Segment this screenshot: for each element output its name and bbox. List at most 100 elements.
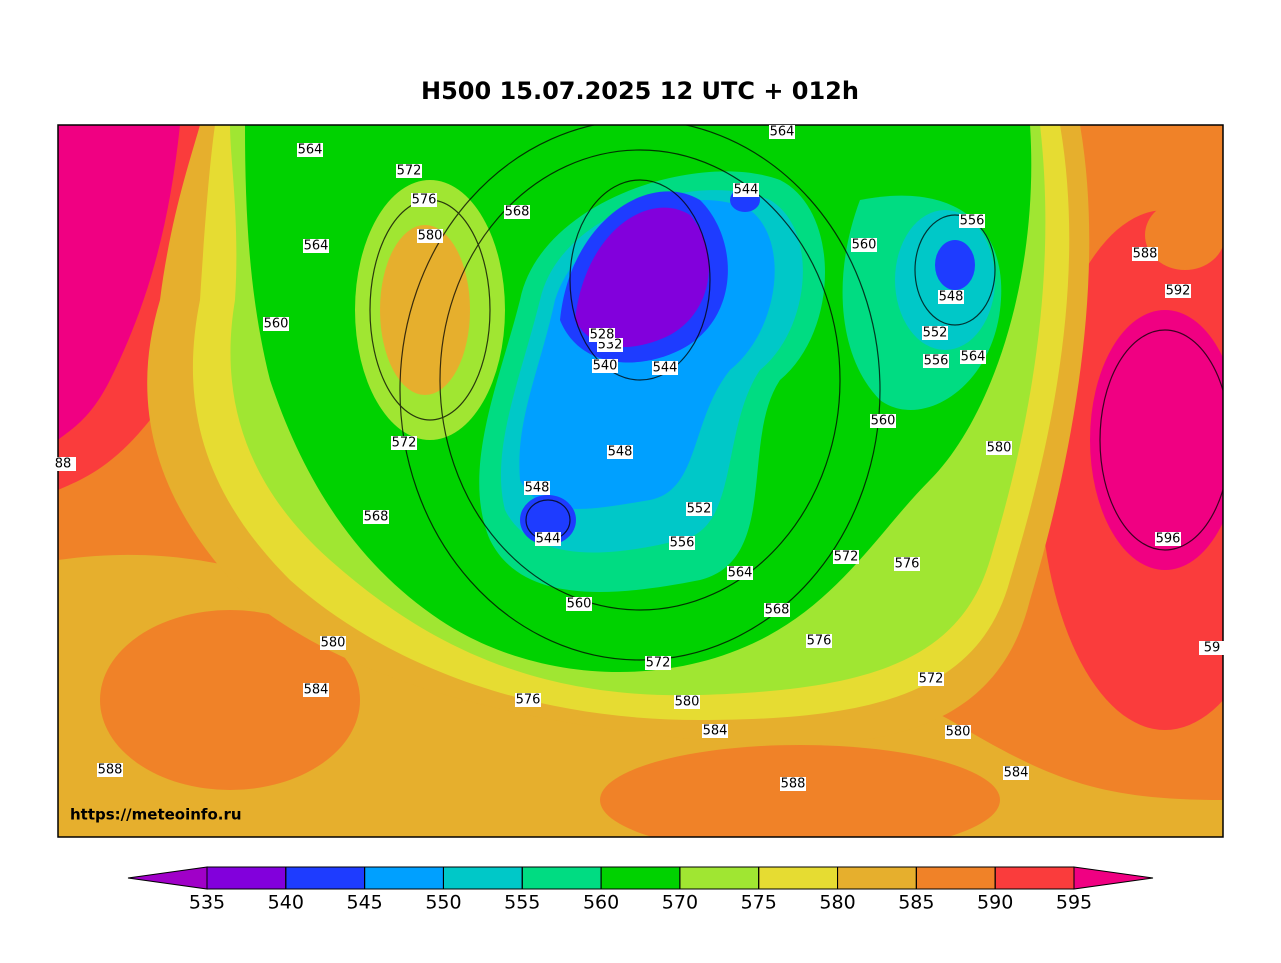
contour-label-bg xyxy=(833,550,859,564)
contour-label-bg xyxy=(938,290,964,304)
colorbar-tick-label: 535 xyxy=(189,892,225,914)
colorbar-tick-label: 580 xyxy=(819,892,855,914)
contour-label: 564 xyxy=(961,350,986,365)
contour-label-bg xyxy=(320,636,346,650)
colorbar-segment xyxy=(364,866,444,890)
contour-label-bg xyxy=(1003,766,1029,780)
contour-label: 576 xyxy=(516,693,541,708)
contour-label: 544 xyxy=(653,361,678,376)
contour-label-bg xyxy=(769,125,795,139)
contour-label: 588 xyxy=(781,777,806,792)
colorbar-tick-label: 570 xyxy=(662,892,698,914)
contour-label: 568 xyxy=(505,205,530,220)
contour-label-bg xyxy=(702,724,728,738)
contour-label: 540 xyxy=(593,359,618,374)
contour-label-bg xyxy=(652,361,678,375)
contour-label-bg xyxy=(727,566,753,580)
contour-label-bg xyxy=(303,683,329,697)
contour-label: 560 xyxy=(871,414,896,429)
contour-label: 572 xyxy=(392,436,417,451)
contour-label: 568 xyxy=(364,510,389,525)
contour-label-bg xyxy=(524,481,550,495)
contour-label-bg xyxy=(535,532,561,546)
contour-label-bg xyxy=(1132,247,1158,261)
contour-label-bg xyxy=(50,457,76,471)
contour-label: 588 xyxy=(1133,247,1158,262)
contour-label-bg xyxy=(806,634,832,648)
contour-label-bg xyxy=(297,143,323,157)
height-field xyxy=(58,125,1223,837)
contour-label: 584 xyxy=(304,683,329,698)
contour-label-bg xyxy=(592,359,618,373)
contour-label: 560 xyxy=(852,238,877,253)
contour-label: 564 xyxy=(298,143,323,158)
contour-label-bg xyxy=(780,777,806,791)
contour-label: 576 xyxy=(895,557,920,572)
contour-label-bg xyxy=(733,183,759,197)
contour-label-bg xyxy=(959,214,985,228)
contour-label-bg xyxy=(607,445,633,459)
map-frame xyxy=(57,124,1224,838)
contour-label: 59 xyxy=(1204,641,1221,656)
contour-label: 584 xyxy=(703,724,728,739)
contour-label-bg xyxy=(669,536,695,550)
colorbar-segment xyxy=(837,866,917,890)
colorbar-tick-label: 545 xyxy=(347,892,383,914)
contour-label: 576 xyxy=(412,193,437,208)
colorbar-segment xyxy=(994,866,1075,890)
contour-label-bg xyxy=(851,238,877,252)
contour-label-bg xyxy=(945,725,971,739)
colorbar-tick-label: 595 xyxy=(1056,892,1092,914)
colorbar-tick-label: 590 xyxy=(977,892,1013,914)
contour-label: 560 xyxy=(567,597,592,612)
contour-label: 544 xyxy=(734,183,759,198)
contour-label: 548 xyxy=(525,481,550,496)
contour-label: 588 xyxy=(98,763,123,778)
contour-label: 596 xyxy=(1156,532,1181,547)
contour-label: 580 xyxy=(987,441,1012,456)
colorbar-tick-label: 550 xyxy=(425,892,461,914)
contour-label: 552 xyxy=(923,326,948,341)
colorbar-tick-label: 575 xyxy=(741,892,777,914)
contour-label-bg xyxy=(960,350,986,364)
contour-label: 544 xyxy=(536,532,561,547)
contour-label-bg xyxy=(504,205,530,219)
contour-label-bg xyxy=(870,414,896,428)
title: H500 15.07.2025 12 UTC + 012h xyxy=(421,77,859,105)
colorbar-tick-label: 540 xyxy=(268,892,304,914)
contour-label-bg xyxy=(674,695,700,709)
contour-label-bg xyxy=(1155,532,1181,546)
contour-label: 592 xyxy=(1166,284,1191,299)
contour-label: 564 xyxy=(728,566,753,581)
contour-label: 572 xyxy=(834,550,859,565)
colorbar-tick-label: 555 xyxy=(504,892,540,914)
contour-labels: 564 572 576 580 568 564 560 572 568 580 584 588 576 5… xyxy=(50,125,1225,792)
contour-label-bg xyxy=(589,328,615,342)
colorbar-segment xyxy=(915,866,996,890)
contour-label: 556 xyxy=(924,354,949,369)
contour-label: 580 xyxy=(946,725,971,740)
contour-label: 560 xyxy=(264,317,289,332)
contour-label-bg xyxy=(363,510,389,524)
colorbar-extend-high xyxy=(1073,866,1154,890)
contour-label: 556 xyxy=(670,536,695,551)
colorbar-segment xyxy=(521,866,602,890)
contour-label-bg xyxy=(411,193,437,207)
contour-label: 548 xyxy=(939,290,964,305)
contour-label-bg xyxy=(923,354,949,368)
contour-label-bg xyxy=(918,672,944,686)
contour-label: 528 xyxy=(590,328,615,343)
contour-label: 580 xyxy=(321,636,346,651)
contour-label-bg xyxy=(263,317,289,331)
contour-label: 548 xyxy=(608,445,633,460)
contour-label: 572 xyxy=(397,164,422,179)
contour-label-bg xyxy=(986,441,1012,455)
contour-label-bg xyxy=(515,693,541,707)
colorbar-segment xyxy=(679,866,760,890)
colorbar: 535 540 545 550 555 560 570 575 580 585 590 595 xyxy=(127,866,1154,914)
contour-label-bg xyxy=(764,603,790,617)
contour-label-bg xyxy=(894,557,920,571)
contour-label: 572 xyxy=(646,656,671,671)
